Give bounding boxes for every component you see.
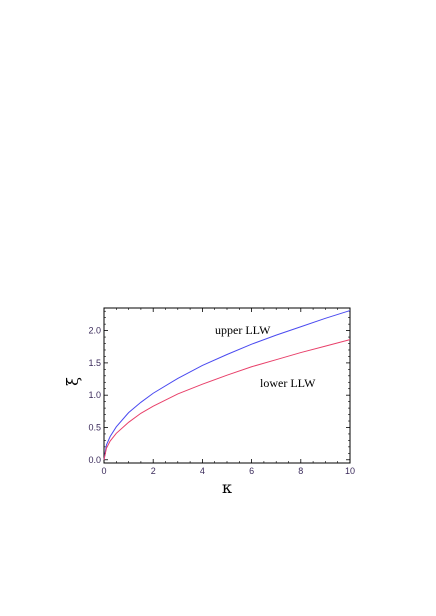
- x-tick-label: 0: [101, 466, 106, 476]
- y-tick-label: 1.0: [88, 390, 101, 400]
- x-tick-label: 2: [151, 466, 156, 476]
- y-tick-label: 0.0: [88, 455, 101, 465]
- x-axis-label: κ: [222, 478, 232, 497]
- annotation-lower-llw: lower LLW: [260, 376, 316, 390]
- x-tick-label: 10: [345, 466, 355, 476]
- y-tick-label: 2.0: [88, 326, 101, 336]
- y-tick-label: 0.5: [88, 422, 101, 432]
- series-lines: [103, 310, 351, 460]
- series-line-upper-llw: [103, 310, 351, 460]
- annotation-upper-llw: upper LLW: [215, 323, 271, 337]
- series-line-lower-llw: [103, 339, 351, 460]
- y-tick-label: 1.5: [88, 358, 101, 368]
- x-tick-label: 8: [298, 466, 303, 476]
- x-tick-label: 4: [200, 466, 205, 476]
- y-axis-label: ξ: [63, 377, 82, 386]
- x-tick-label: 6: [249, 466, 254, 476]
- y-axis-ticks: 0.0 0.5 1.0 1.5 2.0: [88, 310, 350, 465]
